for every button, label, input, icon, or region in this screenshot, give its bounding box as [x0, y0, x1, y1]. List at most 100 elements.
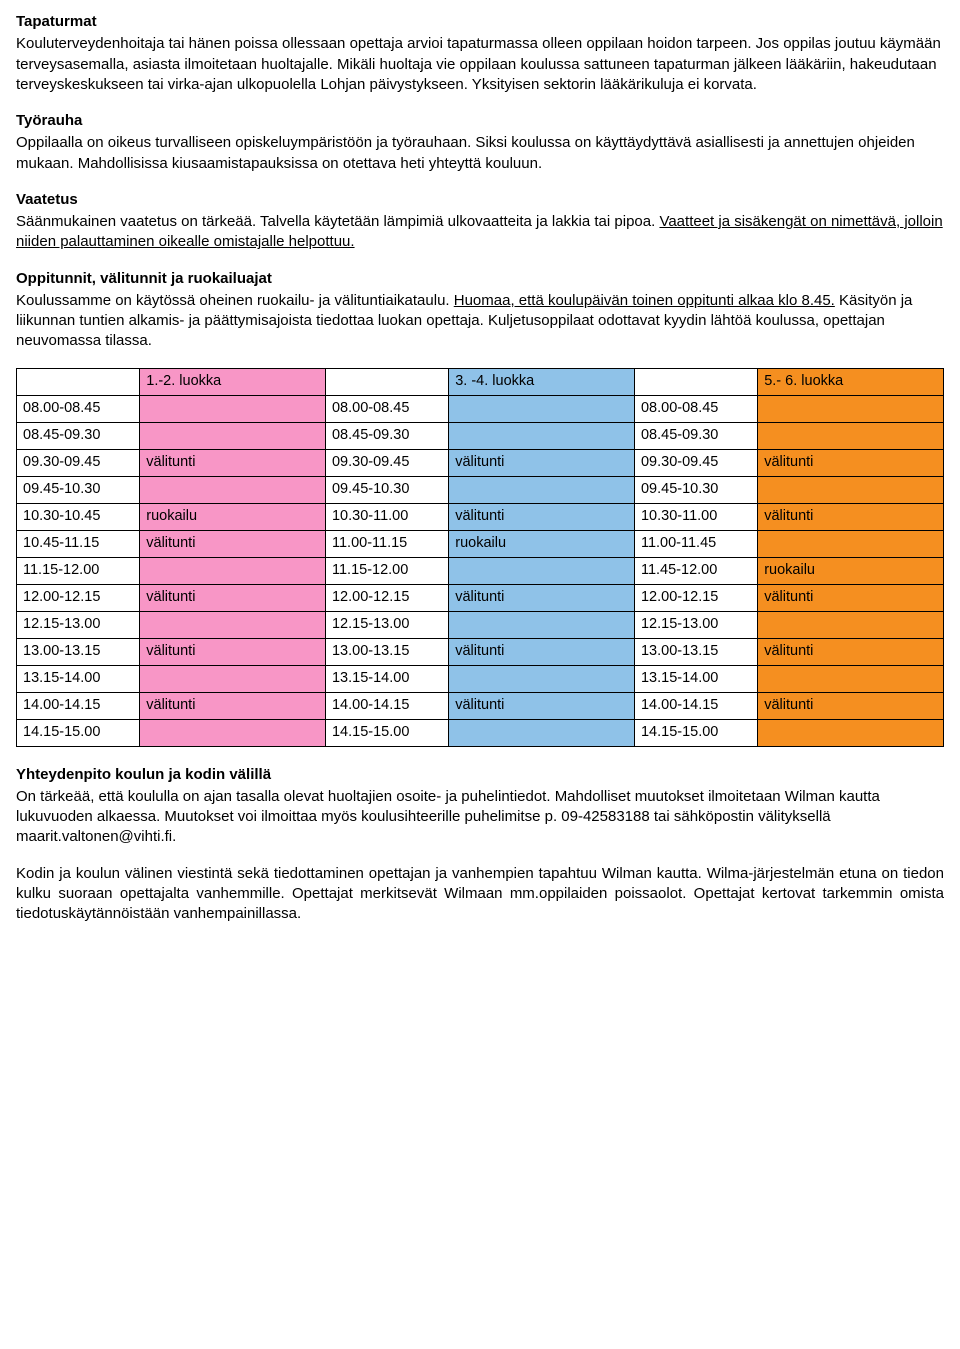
schedule-table: 1.-2. luokka 3. -4. luokka 5.- 6. luokka… — [16, 368, 944, 747]
label-cell: välitunti — [449, 449, 635, 476]
label-cell: välitunti — [449, 692, 635, 719]
label-cell — [449, 476, 635, 503]
time-cell: 14.15-15.00 — [634, 719, 757, 746]
label-cell: välitunti — [449, 503, 635, 530]
label-cell — [140, 611, 326, 638]
time-cell: 14.00-14.15 — [17, 692, 140, 719]
time-cell: 09.30-09.45 — [17, 449, 140, 476]
time-cell: 11.00-11.15 — [325, 530, 448, 557]
header-grade-3-4: 3. -4. luokka — [449, 368, 635, 395]
time-cell: 09.45-10.30 — [17, 476, 140, 503]
time-cell: 10.30-11.00 — [634, 503, 757, 530]
table-row: 09.45-10.30 09.45-10.30 09.45-10.30 — [17, 476, 944, 503]
para-yhteydenpito-2: Kodin ja koulun välinen viestintä sekä t… — [16, 864, 944, 925]
time-cell: 11.00-11.45 — [634, 530, 757, 557]
heading-tyorauha: Työrauha — [16, 111, 944, 131]
time-cell: 08.00-08.45 — [634, 395, 757, 422]
label-cell — [758, 611, 944, 638]
label-cell: välitunti — [758, 692, 944, 719]
label-cell — [449, 611, 635, 638]
time-cell: 10.45-11.15 — [17, 530, 140, 557]
time-cell: 13.15-14.00 — [325, 665, 448, 692]
time-cell: 14.00-14.15 — [634, 692, 757, 719]
time-cell: 14.15-15.00 — [17, 719, 140, 746]
heading-tapaturmat: Tapaturmat — [16, 12, 944, 32]
time-cell: 08.45-09.30 — [634, 422, 757, 449]
table-row: 09.30-09.45välitunti09.30-09.45välitunti… — [17, 449, 944, 476]
table-row: 12.00-12.15välitunti12.00-12.15välitunti… — [17, 584, 944, 611]
label-cell: välitunti — [449, 638, 635, 665]
table-row: 10.45-11.15välitunti11.00-11.15ruokailu1… — [17, 530, 944, 557]
time-cell: 12.00-12.15 — [325, 584, 448, 611]
time-cell: 12.15-13.00 — [325, 611, 448, 638]
label-cell — [449, 395, 635, 422]
time-cell: 11.15-12.00 — [325, 557, 448, 584]
table-header-row: 1.-2. luokka 3. -4. luokka 5.- 6. luokka — [17, 368, 944, 395]
label-cell — [449, 719, 635, 746]
table-row: 10.30-10.45ruokailu10.30-11.00välitunti1… — [17, 503, 944, 530]
time-cell: 14.00-14.15 — [325, 692, 448, 719]
header-grade-1-2: 1.-2. luokka — [140, 368, 326, 395]
label-cell — [140, 476, 326, 503]
time-cell: 13.00-13.15 — [634, 638, 757, 665]
time-cell: 13.00-13.15 — [325, 638, 448, 665]
time-cell: 10.30-11.00 — [325, 503, 448, 530]
para-oppitunnit: Koulussamme on käytössä oheinen ruokailu… — [16, 291, 944, 352]
time-cell: 13.00-13.15 — [17, 638, 140, 665]
label-cell — [140, 395, 326, 422]
table-row: 14.00-14.15välitunti14.00-14.15välitunti… — [17, 692, 944, 719]
text: Säänmukainen vaatetus on tärkeää. Talvel… — [16, 213, 659, 230]
table-row: 12.15-13.00 12.15-13.00 12.15-13.00 — [17, 611, 944, 638]
table-row: 08.45-09.30 08.45-09.30 08.45-09.30 — [17, 422, 944, 449]
label-cell: välitunti — [140, 584, 326, 611]
time-cell: 12.15-13.00 — [634, 611, 757, 638]
time-cell: 13.15-14.00 — [17, 665, 140, 692]
table-row: 13.15-14.00 13.15-14.00 13.15-14.00 — [17, 665, 944, 692]
table-row: 08.00-08.45 08.00-08.45 08.00-08.45 — [17, 395, 944, 422]
time-cell: 14.15-15.00 — [325, 719, 448, 746]
label-cell — [758, 422, 944, 449]
label-cell — [449, 665, 635, 692]
para-tapaturmat: Kouluterveydenhoitaja tai hänen poissa o… — [16, 34, 944, 95]
label-cell — [758, 665, 944, 692]
label-cell: ruokailu — [758, 557, 944, 584]
time-cell: 11.45-12.00 — [634, 557, 757, 584]
time-cell: 08.00-08.45 — [17, 395, 140, 422]
time-cell: 09.30-09.45 — [634, 449, 757, 476]
time-cell: 09.45-10.30 — [325, 476, 448, 503]
label-cell: välitunti — [140, 692, 326, 719]
header-grade-5-6: 5.- 6. luokka — [758, 368, 944, 395]
label-cell: välitunti — [449, 584, 635, 611]
time-cell: 08.45-09.30 — [325, 422, 448, 449]
table-row: 11.15-12.00 11.15-12.00 11.45-12.00ruokail… — [17, 557, 944, 584]
time-cell: 12.15-13.00 — [17, 611, 140, 638]
text: Koulussamme on käytössä oheinen ruokailu… — [16, 292, 454, 309]
time-cell: 09.45-10.30 — [634, 476, 757, 503]
para-tyorauha: Oppilaalla on oikeus turvalliseen opiske… — [16, 133, 944, 174]
table-row: 14.15-15.00 14.15-15.00 14.15-15.00 — [17, 719, 944, 746]
label-cell — [140, 422, 326, 449]
heading-yhteydenpito: Yhteydenpito koulun ja kodin välillä — [16, 765, 944, 785]
label-cell: ruokailu — [140, 503, 326, 530]
label-cell — [758, 530, 944, 557]
label-cell: välitunti — [758, 638, 944, 665]
label-cell — [140, 665, 326, 692]
time-cell: 12.00-12.15 — [634, 584, 757, 611]
time-cell: 13.15-14.00 — [634, 665, 757, 692]
label-cell — [758, 476, 944, 503]
label-cell — [758, 395, 944, 422]
table-row: 13.00-13.15välitunti13.00-13.15välitunti… — [17, 638, 944, 665]
para-yhteydenpito-1: On tärkeää, että koululla on ajan tasall… — [16, 787, 944, 848]
para-vaatetus: Säänmukainen vaatetus on tärkeää. Talvel… — [16, 212, 944, 253]
time-cell: 10.30-10.45 — [17, 503, 140, 530]
time-cell: 08.45-09.30 — [17, 422, 140, 449]
underline-huomaa: Huomaa, että koulupäivän toinen oppitunt… — [454, 292, 835, 309]
label-cell — [140, 557, 326, 584]
label-cell: välitunti — [758, 449, 944, 476]
label-cell — [758, 719, 944, 746]
time-cell: 08.00-08.45 — [325, 395, 448, 422]
label-cell: välitunti — [140, 449, 326, 476]
time-cell: 11.15-12.00 — [17, 557, 140, 584]
label-cell — [140, 719, 326, 746]
time-cell: 09.30-09.45 — [325, 449, 448, 476]
